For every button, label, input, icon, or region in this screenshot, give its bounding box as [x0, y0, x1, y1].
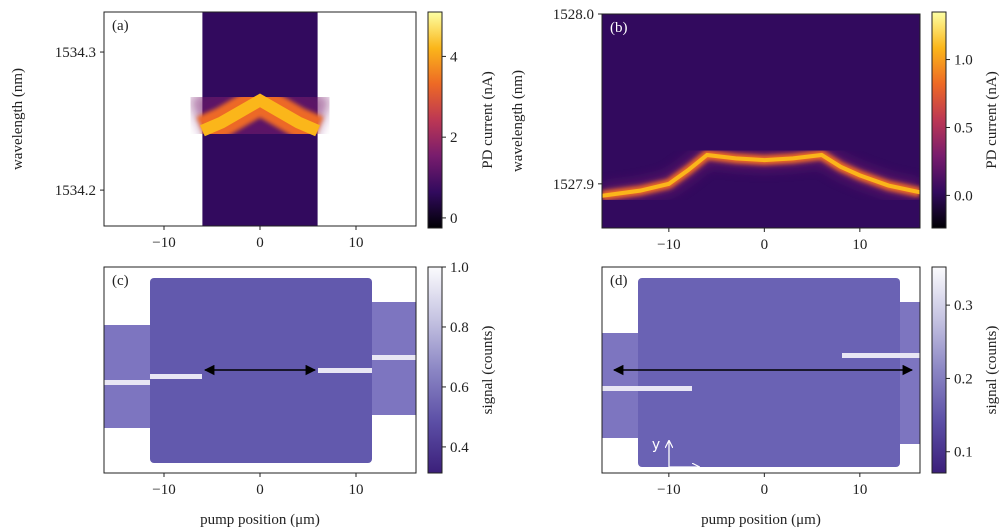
panel-label: (b) — [610, 20, 628, 36]
waveguide — [104, 325, 150, 428]
plot-area — [602, 267, 920, 473]
x-tick-label: −10 — [152, 482, 175, 498]
panel-label: (c) — [112, 273, 129, 289]
colorbar-tick-label: 0.1 — [954, 445, 973, 461]
axes-frame — [601, 266, 921, 474]
y-axis-label: wavelength (nm) — [510, 70, 526, 172]
stripe — [104, 380, 150, 385]
x-tick-label: 0 — [256, 482, 264, 498]
ridge — [200, 93, 320, 137]
colorbar-label: PD current (nA) — [480, 71, 496, 168]
x-tick-label: 10 — [349, 235, 364, 251]
y-axis-label: wavelength (nm) — [10, 68, 26, 170]
stripe — [318, 368, 372, 373]
plot-area — [104, 267, 416, 473]
waveguide — [900, 302, 920, 444]
colorbar — [931, 11, 947, 229]
colorbar-tick-label: 1.0 — [450, 260, 469, 276]
x-tick-label: 0 — [761, 237, 769, 253]
colorbar-tick-label: 4 — [450, 49, 458, 65]
panel: (c) −10 0 10 pump position (μm) 0.4 0.6 0.8 1.0 s… — [103, 260, 496, 528]
stripe — [602, 386, 692, 391]
x-tick-label: 0 — [761, 482, 769, 498]
x-axis-label: pump position (μm) — [200, 512, 320, 528]
plot-area — [188, 12, 332, 226]
colorbar — [427, 266, 443, 474]
x-tick-label: 10 — [852, 237, 867, 253]
stripe — [372, 355, 416, 360]
device — [638, 278, 900, 467]
colorbar-tick-label: 0.0 — [954, 188, 973, 204]
panel: (b) −10 0 10 1527.9 1528.0 wavelength (nm) 0.0 0… — [510, 7, 1000, 253]
y-tick-label: 1528.0 — [553, 7, 594, 23]
colorbar-tick-label: 0.2 — [954, 371, 973, 387]
colorbar-tick-label: 1.0 — [954, 53, 973, 69]
axes-frame — [601, 13, 921, 229]
x-tick-label: −10 — [152, 235, 175, 251]
colorbar-tick-label: 0 — [450, 211, 458, 227]
plot-area — [602, 14, 920, 228]
colorbar-label: PD current (nA) — [984, 71, 1000, 168]
colorbar-label: signal (counts) — [480, 326, 496, 415]
colorbar-tick-label: 0.4 — [450, 440, 469, 456]
colorbar-label: signal (counts) — [984, 326, 1000, 415]
panel-label: (a) — [112, 18, 129, 34]
x-tick-label: −10 — [657, 482, 680, 498]
panel: (a) −10 0 10 1534.2 1534.3 wavelength (nm) 0 2 4 P… — [10, 11, 496, 251]
x-tick-label: 10 — [852, 482, 867, 498]
colorbar-tick-label: 0.6 — [450, 380, 469, 396]
colorbar — [931, 266, 947, 474]
ridge — [602, 152, 920, 198]
x-tick-label: 10 — [349, 482, 364, 498]
colorbar-tick-label: 0.3 — [954, 298, 973, 314]
y-tick-label: 1527.9 — [553, 177, 594, 193]
axis-glyph-label: y — [652, 437, 660, 453]
stripe — [150, 374, 202, 379]
colorbar — [427, 11, 443, 229]
y-tick-label: 1534.3 — [55, 45, 96, 61]
colorbar-tick-label: 0.8 — [450, 320, 469, 336]
axis-glyph-label: x — [693, 475, 701, 491]
x-tick-label: −10 — [657, 237, 680, 253]
panel: x y (d) −10 0 10 pump position (μm) 0.1 0.2 0.3 si… — [601, 266, 1000, 528]
waveguide — [602, 333, 638, 438]
stripe — [842, 353, 920, 358]
y-tick-label: 1534.2 — [55, 183, 96, 199]
panel-label: (d) — [610, 273, 628, 289]
x-axis-label: pump position (μm) — [701, 512, 821, 528]
x-tick-label: 0 — [256, 235, 264, 251]
colorbar-tick-label: 0.5 — [954, 120, 973, 136]
colorbar-tick-label: 2 — [450, 130, 458, 146]
